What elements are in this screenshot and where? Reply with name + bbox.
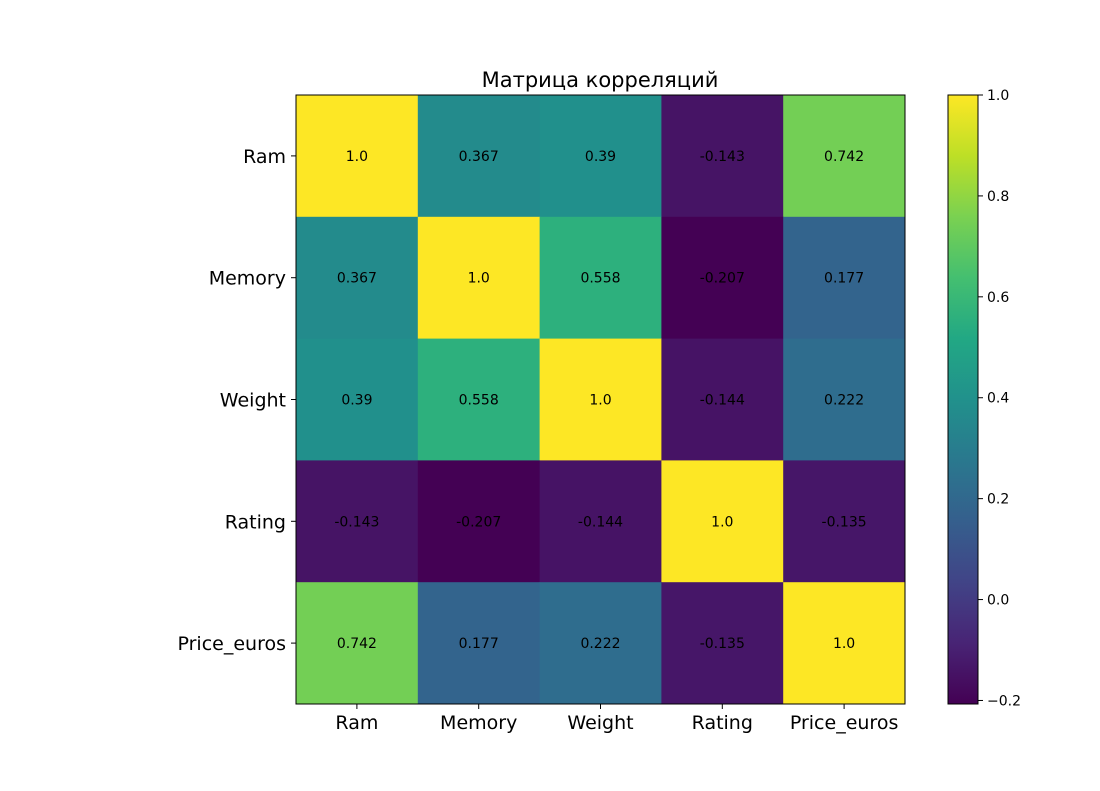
cell-value-label: -0.207 <box>700 271 745 287</box>
cell-value-label: 1.0 <box>711 514 733 530</box>
x-tick-label: Rating <box>692 712 753 734</box>
y-tick-label: Weight <box>220 390 286 412</box>
cell-value-label: 0.558 <box>459 393 499 409</box>
y-tick-label: Memory <box>209 268 286 290</box>
cell-value-labels: 1.0 0.367 0.39 -0.143 0.742 0.367 1.0 0.558 -0.2… <box>334 149 866 652</box>
colorbar-tick-label: 0.8 <box>987 189 1009 205</box>
y-tick-label: Price_euros <box>178 633 287 655</box>
heatmap-cell <box>539 95 662 218</box>
heatmap-cell <box>417 460 541 583</box>
y-tick-label: Rating <box>225 511 286 533</box>
heatmap-cell <box>296 95 419 218</box>
cell-value-label: 0.742 <box>337 636 377 652</box>
cell-value-label: -0.143 <box>700 149 745 165</box>
colorbar-frame <box>947 94 979 705</box>
cell-value-label: 0.39 <box>585 149 616 165</box>
heatmap-cell <box>417 582 541 705</box>
cell-value-label: 1.0 <box>589 393 611 409</box>
heatmap-cell <box>539 582 662 705</box>
cell-value-label: -0.135 <box>822 514 867 530</box>
heatmap-cell <box>296 216 419 340</box>
colorbar-tick-label: 0.2 <box>987 492 1009 508</box>
heatmap-cell <box>661 95 784 218</box>
heatmap-cell <box>296 338 419 461</box>
cell-value-label: -0.144 <box>700 393 745 409</box>
heatmap-cell <box>661 338 784 461</box>
colorbar-ticks: −0.2 0.0 0.2 0.4 0.6 0.8 1.0 <box>978 88 1021 709</box>
cell-value-label: 1.0 <box>346 149 368 165</box>
x-tick-label: Price_euros <box>790 712 899 734</box>
cell-value-label: 0.742 <box>824 149 864 165</box>
heatmap-cell <box>296 582 419 705</box>
heatmap-cell <box>417 338 541 461</box>
colorbar-gradient <box>948 95 978 704</box>
heatmap-cell <box>783 216 906 340</box>
chart-title: Матрица корреляций <box>482 68 719 92</box>
x-tick-label: Memory <box>440 712 517 734</box>
heatmap-cell <box>296 460 419 583</box>
heatmap-cell <box>783 460 906 583</box>
heatmap-cell <box>783 338 906 461</box>
cell-value-label: -0.144 <box>578 514 623 530</box>
cell-value-label: -0.135 <box>700 636 745 652</box>
cell-value-label: 1.0 <box>468 271 490 287</box>
cell-value-label: 0.222 <box>824 393 864 409</box>
heatmap-cell <box>539 460 662 583</box>
colorbar-tick-label: 0.0 <box>987 593 1009 609</box>
cell-value-label: 0.558 <box>580 271 620 287</box>
x-tick-label: Weight <box>567 712 633 734</box>
cell-value-label: -0.143 <box>334 514 379 530</box>
cell-value-label: 0.367 <box>337 271 377 287</box>
heatmap-cell <box>661 460 784 583</box>
heatmap-cell <box>539 216 662 340</box>
heatmap-cell <box>783 582 906 705</box>
cell-value-label: 0.39 <box>341 393 372 409</box>
x-axis: Ram Memory Weight Rating Price_euros <box>335 704 898 734</box>
cell-value-label: 0.222 <box>580 636 620 652</box>
colorbar-tick-label: 0.6 <box>987 290 1009 306</box>
cell-value-label: 1.0 <box>833 636 855 652</box>
heatmap-cell <box>661 216 784 340</box>
heatmap-cell <box>539 338 662 461</box>
x-tick-label: Ram <box>335 712 378 734</box>
cell-value-label: 0.177 <box>459 636 499 652</box>
y-tick-label: Ram <box>243 146 286 168</box>
colorbar-tick-label: 0.4 <box>987 391 1009 407</box>
colorbar: −0.2 0.0 0.2 0.4 0.6 0.8 1.0 <box>947 88 1021 709</box>
y-axis: Ram Memory Weight Rating Price_euros <box>178 146 296 655</box>
colorbar-tick-label: 1.0 <box>987 88 1009 104</box>
colorbar-tick-label: −0.2 <box>987 693 1021 709</box>
heatmap-cell <box>661 582 784 705</box>
cell-value-label: 0.177 <box>824 271 864 287</box>
heatmap-cells <box>296 95 906 705</box>
heatmap-cell <box>417 95 541 218</box>
cell-value-label: 0.367 <box>459 149 499 165</box>
cell-value-label: -0.207 <box>456 514 501 530</box>
heatmap-cell <box>417 216 541 340</box>
heatmap-cell <box>783 95 906 218</box>
